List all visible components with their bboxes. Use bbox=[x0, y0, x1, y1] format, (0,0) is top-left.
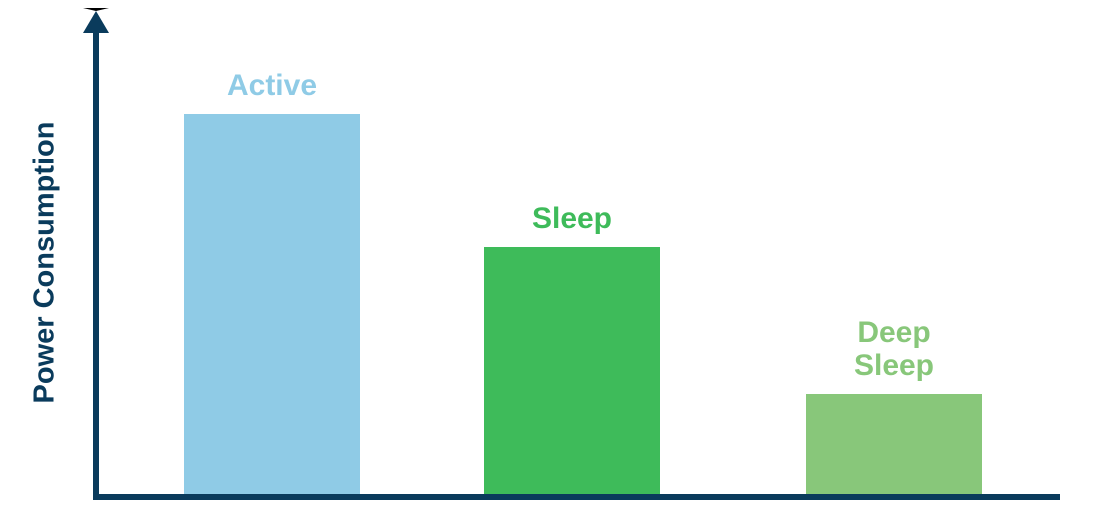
bar-active bbox=[184, 114, 360, 494]
bar-label-active: Active bbox=[154, 69, 390, 102]
y-axis bbox=[93, 28, 99, 500]
bar-label-deep-sleep: DeepSleep bbox=[776, 316, 1012, 382]
x-axis bbox=[93, 494, 1060, 500]
y-axis-label: Power Consumption bbox=[28, 122, 61, 404]
bar-sleep bbox=[484, 247, 660, 494]
bar-deep-sleep bbox=[806, 394, 982, 494]
bar-label-sleep: Sleep bbox=[454, 202, 690, 235]
power-consumption-chart: Power Consumption Active Sleep DeepSleep bbox=[0, 0, 1098, 532]
